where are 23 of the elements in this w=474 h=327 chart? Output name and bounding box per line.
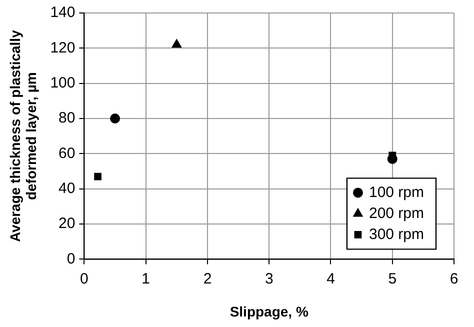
x-tick-label: 1 <box>142 270 150 288</box>
x-axis-title: Slippage, % <box>230 303 309 320</box>
y-tick-label: 60 <box>58 144 76 162</box>
x-tick-label: 3 <box>264 270 274 288</box>
y-axis-title: Average thickness of plastically deformed layer, µm <box>6 30 40 242</box>
x-tick-label: 5 <box>388 270 397 288</box>
x-tick-label: 0 <box>80 270 88 288</box>
y-tick-label: 80 <box>58 110 76 127</box>
x-tick-label: 4 <box>326 270 335 288</box>
y-tick-label: 0 <box>66 250 76 268</box>
legend-label: 200 rpm <box>368 204 424 222</box>
point <box>94 172 102 180</box>
point <box>172 39 182 48</box>
point <box>110 114 120 124</box>
x-tick-label: 6 <box>450 270 458 288</box>
y-tick-label: 140 <box>50 4 76 22</box>
y-tick-label: 20 <box>58 215 76 232</box>
legend-label: 100 rpm <box>368 184 424 201</box>
y-tick-label: 100 <box>50 74 76 92</box>
legend-label: 300 rpm <box>368 226 424 243</box>
y-tick-label: 40 <box>58 180 76 197</box>
x-tick-label: 2 <box>203 270 212 288</box>
y-tick-label: 120 <box>50 39 76 56</box>
